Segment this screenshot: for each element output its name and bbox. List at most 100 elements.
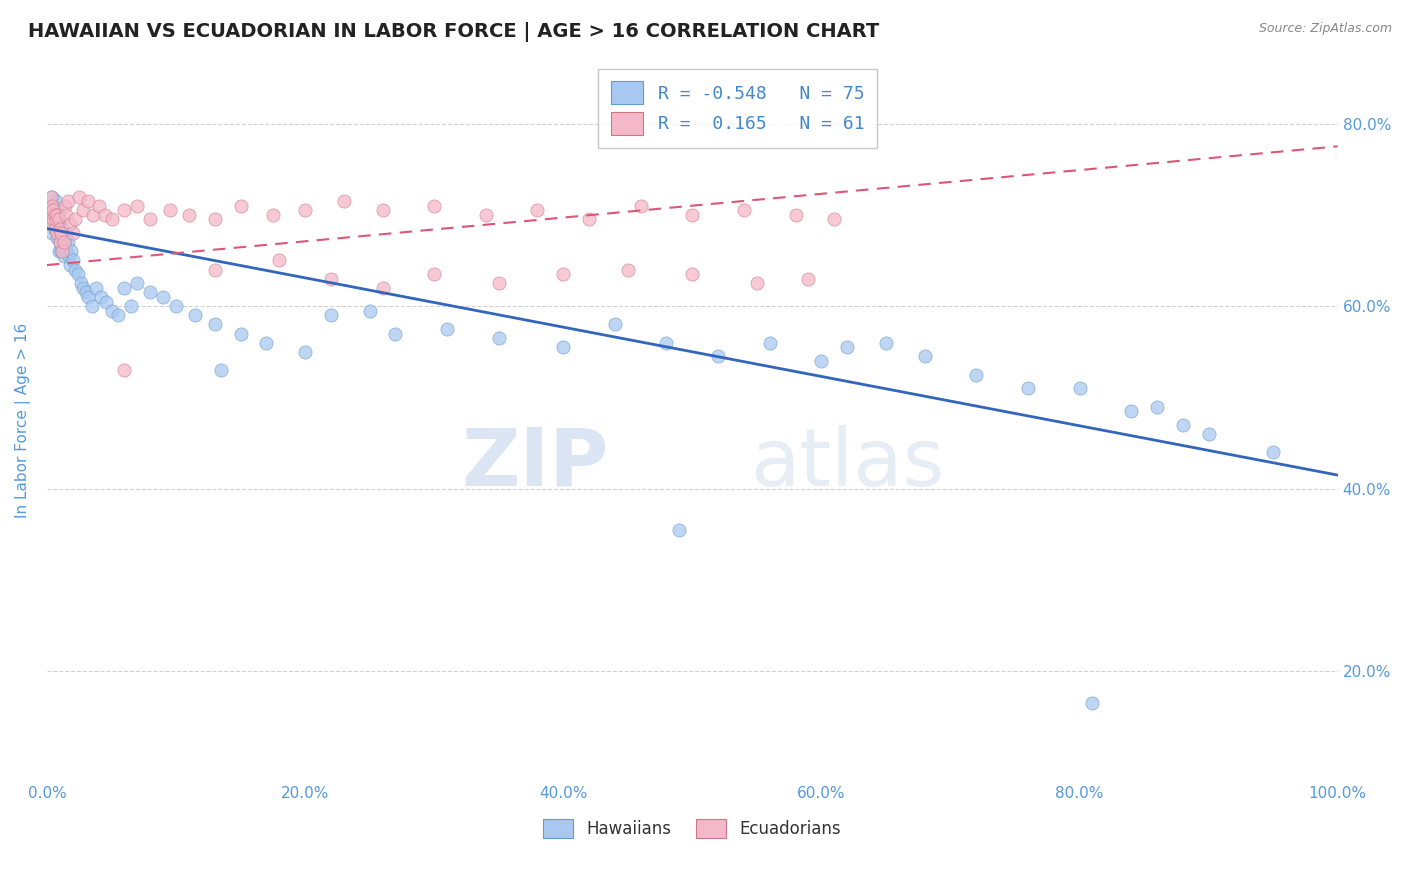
Point — [45, 194, 67, 208]
Text: ZIP: ZIP — [461, 425, 609, 502]
Point — [48, 208, 70, 222]
Point — [914, 350, 936, 364]
Point — [46, 212, 69, 227]
Point — [75, 285, 97, 300]
Point — [49, 221, 72, 235]
Point — [52, 235, 75, 250]
Point — [44, 221, 66, 235]
Point — [107, 308, 129, 322]
Point — [46, 226, 69, 240]
Point — [758, 335, 780, 350]
Point — [52, 249, 75, 263]
Point — [44, 208, 66, 222]
Point — [112, 281, 135, 295]
Point — [39, 212, 62, 227]
Point — [553, 340, 575, 354]
Point — [294, 203, 316, 218]
Text: HAWAIIAN VS ECUADORIAN IN LABOR FORCE | AGE > 16 CORRELATION CHART: HAWAIIAN VS ECUADORIAN IN LABOR FORCE | … — [28, 22, 879, 42]
Point — [229, 199, 252, 213]
Point — [436, 322, 458, 336]
Point — [45, 212, 67, 227]
Point — [139, 285, 162, 300]
Point — [51, 244, 73, 259]
Point — [488, 331, 510, 345]
Point — [127, 199, 149, 213]
Point — [49, 235, 72, 250]
Point — [526, 203, 548, 218]
Point — [1171, 417, 1194, 432]
Point — [41, 217, 63, 231]
Point — [49, 217, 72, 231]
Point — [58, 249, 80, 263]
Point — [319, 308, 342, 322]
Point — [96, 294, 118, 309]
Point — [41, 189, 63, 203]
Point — [810, 354, 832, 368]
Point — [423, 199, 446, 213]
Point — [62, 226, 84, 240]
Point — [53, 235, 76, 250]
Point — [48, 212, 70, 227]
Point — [578, 212, 600, 227]
Point — [837, 340, 859, 354]
Point — [100, 212, 122, 227]
Point — [46, 208, 69, 222]
Point — [82, 208, 104, 222]
Point — [630, 199, 652, 213]
Point — [55, 226, 77, 240]
Point — [90, 290, 112, 304]
Point — [39, 189, 62, 203]
Point — [359, 303, 381, 318]
Point — [42, 203, 65, 218]
Point — [55, 208, 77, 222]
Point — [38, 208, 60, 222]
Point — [100, 303, 122, 318]
Point — [59, 258, 82, 272]
Point — [707, 350, 730, 364]
Point — [94, 208, 117, 222]
Point — [112, 363, 135, 377]
Point — [51, 240, 73, 254]
Point — [1121, 404, 1143, 418]
Point — [51, 221, 73, 235]
Point — [423, 267, 446, 281]
Point — [42, 199, 65, 213]
Point — [254, 335, 277, 350]
Point — [44, 208, 66, 222]
Point — [319, 272, 342, 286]
Point — [60, 244, 83, 259]
Point — [77, 194, 100, 208]
Point — [371, 281, 394, 295]
Point — [668, 523, 690, 537]
Point — [65, 212, 87, 227]
Point — [488, 277, 510, 291]
Point — [965, 368, 987, 382]
Point — [82, 299, 104, 313]
Point — [62, 253, 84, 268]
Point — [59, 217, 82, 231]
Point — [159, 203, 181, 218]
Point — [553, 267, 575, 281]
Point — [655, 335, 678, 350]
Y-axis label: In Labor Force | Age > 16: In Labor Force | Age > 16 — [15, 323, 31, 518]
Point — [53, 199, 76, 213]
Point — [42, 217, 65, 231]
Point — [681, 267, 703, 281]
Legend: Hawaiians, Ecuadorians: Hawaiians, Ecuadorians — [537, 813, 848, 845]
Point — [1069, 381, 1091, 395]
Point — [294, 344, 316, 359]
Point — [52, 230, 75, 244]
Point — [204, 212, 226, 227]
Point — [1146, 400, 1168, 414]
Point — [152, 290, 174, 304]
Point — [112, 203, 135, 218]
Point — [1261, 445, 1284, 459]
Point — [65, 262, 87, 277]
Point — [823, 212, 845, 227]
Point — [1017, 381, 1039, 395]
Point — [204, 318, 226, 332]
Point — [69, 277, 91, 291]
Point — [229, 326, 252, 341]
Point — [616, 262, 638, 277]
Point — [384, 326, 406, 341]
